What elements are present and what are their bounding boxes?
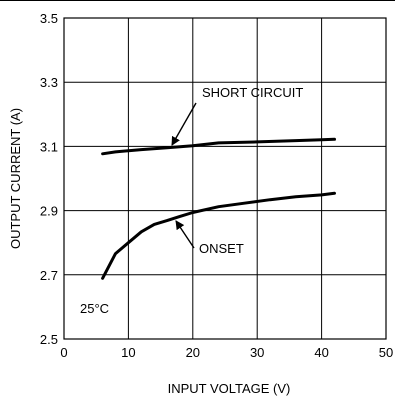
annotation-short-circuit: SHORT CIRCUIT bbox=[202, 85, 303, 100]
series-line-short-circuit bbox=[101, 137, 336, 156]
annotations: SHORT CIRCUIT ONSET 25°C bbox=[80, 85, 303, 316]
annotation-onset: ONSET bbox=[199, 241, 244, 256]
x-axis-label: INPUT VOLTAGE (V) bbox=[168, 381, 291, 396]
x-tick-label: 0 bbox=[60, 345, 67, 360]
top-rule bbox=[0, 0, 395, 1]
grid bbox=[64, 18, 386, 339]
y-tick-labels: 2.5 2.7 2.9 3.1 3.3 3.5 bbox=[40, 11, 58, 347]
y-axis-label: OUTPUT CURRENT (A) bbox=[8, 108, 23, 249]
y-tick-label: 3.5 bbox=[40, 11, 58, 26]
y-tick-label: 2.9 bbox=[40, 204, 58, 219]
y-tick-label: 3.3 bbox=[40, 75, 58, 90]
plot-frame bbox=[63, 17, 387, 340]
series-lines bbox=[101, 137, 336, 280]
annotation-arrow bbox=[171, 102, 197, 146]
annotation-temperature: 25°C bbox=[80, 301, 109, 316]
x-tick-labels: 0 10 20 30 40 50 bbox=[60, 345, 393, 360]
y-tick-label: 2.7 bbox=[40, 268, 58, 283]
x-tick-label: 50 bbox=[379, 345, 393, 360]
y-tick-label: 3.1 bbox=[40, 139, 58, 154]
x-tick-label: 10 bbox=[121, 345, 135, 360]
x-tick-label: 30 bbox=[250, 345, 264, 360]
y-tick-label: 2.5 bbox=[40, 332, 58, 347]
x-tick-label: 40 bbox=[314, 345, 328, 360]
series-line-onset bbox=[101, 191, 336, 280]
x-tick-label: 20 bbox=[186, 345, 200, 360]
annotation-arrow bbox=[175, 220, 195, 249]
